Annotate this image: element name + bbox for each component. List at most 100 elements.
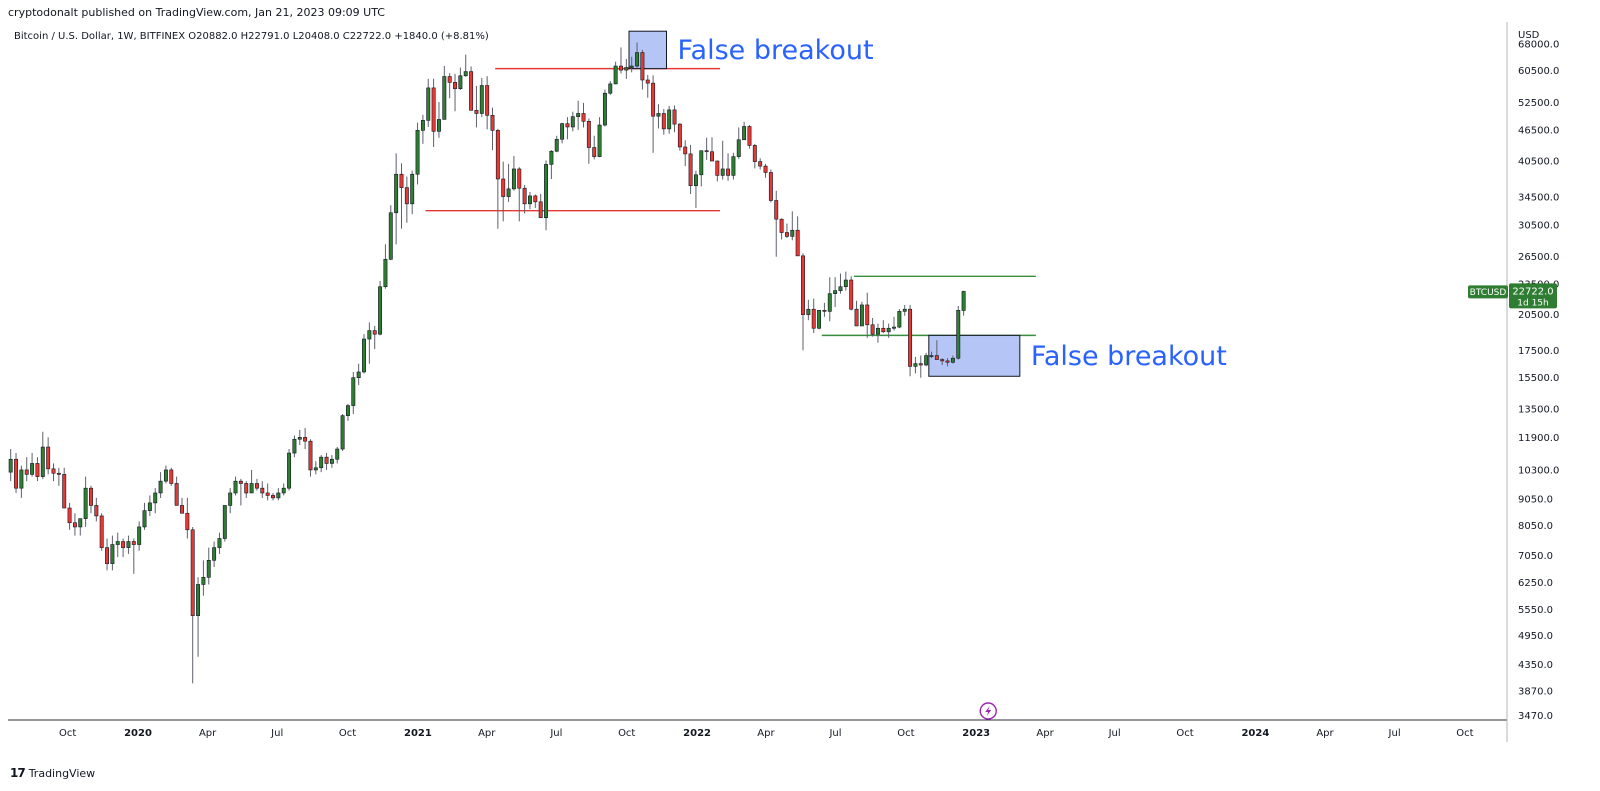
candle[interactable] <box>865 292 870 338</box>
candle[interactable] <box>784 223 789 238</box>
candle[interactable] <box>94 497 99 522</box>
candle[interactable] <box>768 169 773 203</box>
candle[interactable] <box>677 123 682 151</box>
candle[interactable] <box>950 355 955 364</box>
candle[interactable] <box>89 485 93 514</box>
candle[interactable] <box>726 153 731 181</box>
candle[interactable] <box>271 492 275 501</box>
candle[interactable] <box>415 122 420 185</box>
candle[interactable] <box>410 170 415 215</box>
candle[interactable] <box>715 160 720 182</box>
candle[interactable] <box>645 74 650 98</box>
candle[interactable] <box>538 193 543 219</box>
candle[interactable] <box>340 413 345 452</box>
candle[interactable] <box>956 306 961 360</box>
candle[interactable] <box>635 42 640 68</box>
candle[interactable] <box>72 513 77 536</box>
candle[interactable] <box>699 150 704 187</box>
candle[interactable] <box>838 273 843 294</box>
candle[interactable] <box>142 502 147 530</box>
candle[interactable] <box>795 216 800 257</box>
candle[interactable] <box>394 153 399 245</box>
candle[interactable] <box>324 453 329 470</box>
candle[interactable] <box>51 463 56 482</box>
candles[interactable] <box>8 42 966 684</box>
candle[interactable] <box>362 334 366 374</box>
candle[interactable] <box>233 476 238 496</box>
candle[interactable] <box>367 322 372 364</box>
candle[interactable] <box>228 488 233 514</box>
footer-brand[interactable]: 17 TradingView <box>10 766 95 780</box>
candle[interactable] <box>801 253 805 351</box>
candle[interactable] <box>201 560 206 596</box>
candle[interactable] <box>506 163 511 202</box>
candle[interactable] <box>693 170 698 208</box>
candle[interactable] <box>554 135 559 153</box>
candle[interactable] <box>763 163 768 178</box>
candle[interactable] <box>453 73 457 112</box>
candle[interactable] <box>319 455 324 473</box>
candle[interactable] <box>297 429 302 446</box>
candle[interactable] <box>822 302 827 317</box>
candle[interactable] <box>372 325 377 350</box>
candle[interactable] <box>945 358 950 367</box>
candle[interactable] <box>40 431 45 479</box>
candle[interactable] <box>651 75 656 153</box>
candle[interactable] <box>742 121 747 141</box>
candle[interactable] <box>249 469 254 494</box>
lightning-icon[interactable] <box>979 702 997 720</box>
candle[interactable] <box>281 483 286 496</box>
candle[interactable] <box>688 144 693 194</box>
time-axis[interactable]: Oct 2020 Apr Jul Oct 2021 Apr Jul Oct 2022 Apr Jul O… <box>59 728 1474 739</box>
candle[interactable] <box>351 371 356 414</box>
candle[interactable] <box>747 125 752 149</box>
candle[interactable] <box>549 150 554 179</box>
candle[interactable] <box>137 521 142 551</box>
candle[interactable] <box>180 497 184 514</box>
candle[interactable] <box>185 497 190 539</box>
candle[interactable] <box>758 158 763 170</box>
candle[interactable] <box>222 505 227 542</box>
candle[interactable] <box>683 140 688 167</box>
candle[interactable] <box>843 271 848 291</box>
candle[interactable] <box>918 355 923 378</box>
candle[interactable] <box>260 481 265 498</box>
candle[interactable] <box>779 218 784 240</box>
candle[interactable] <box>597 117 602 158</box>
candle[interactable] <box>158 472 163 498</box>
candle[interactable] <box>356 363 361 386</box>
candle[interactable] <box>817 309 822 330</box>
candle[interactable] <box>196 577 201 657</box>
candle[interactable] <box>511 156 516 191</box>
candle[interactable] <box>581 102 586 128</box>
candle[interactable] <box>276 488 281 501</box>
candle[interactable] <box>399 163 404 229</box>
candle[interactable] <box>806 299 811 321</box>
candle[interactable] <box>854 300 859 327</box>
candle[interactable] <box>442 66 447 120</box>
candle[interactable] <box>431 78 436 147</box>
candle[interactable] <box>426 78 431 127</box>
candle[interactable] <box>522 185 527 214</box>
candle[interactable] <box>110 535 115 571</box>
candle[interactable] <box>62 467 67 509</box>
candle[interactable] <box>602 89 607 127</box>
candle[interactable] <box>212 541 217 567</box>
candle[interactable] <box>501 161 506 222</box>
candle[interactable] <box>308 439 313 477</box>
candle[interactable] <box>303 428 308 450</box>
candle[interactable] <box>479 78 484 118</box>
candle[interactable] <box>126 535 131 554</box>
candle[interactable] <box>174 476 179 506</box>
candle[interactable] <box>720 140 725 180</box>
candle[interactable] <box>881 320 886 333</box>
candle[interactable] <box>961 290 966 316</box>
candle[interactable] <box>153 488 158 514</box>
candle[interactable] <box>217 532 222 554</box>
candle[interactable] <box>115 532 120 558</box>
candle[interactable] <box>533 194 538 208</box>
candle[interactable] <box>897 309 902 329</box>
candle[interactable] <box>940 358 945 365</box>
